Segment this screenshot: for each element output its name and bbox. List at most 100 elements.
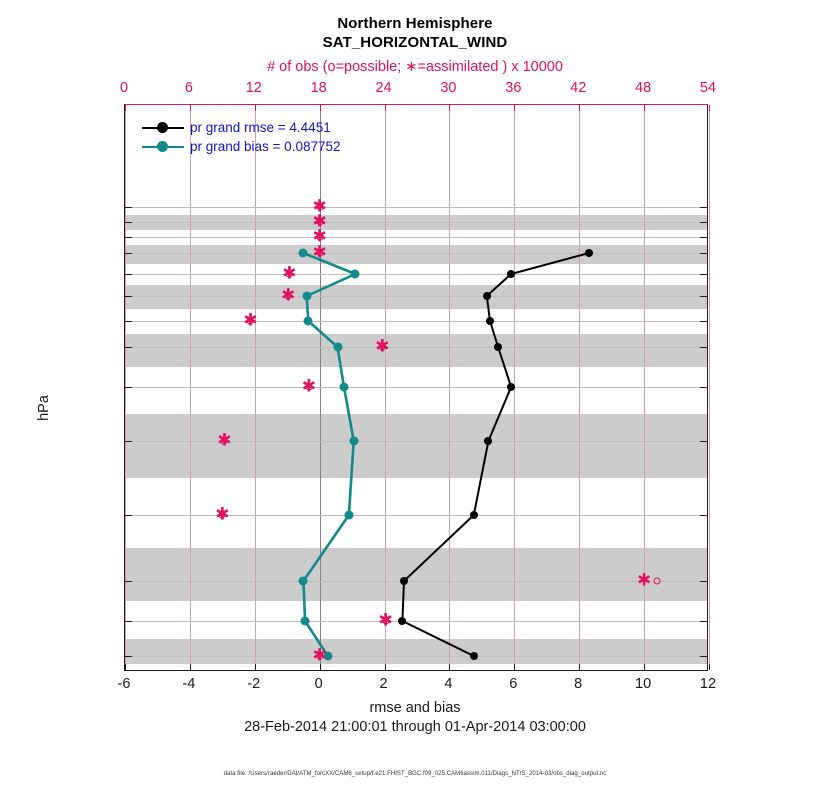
- horizontal-gridline: [125, 581, 707, 582]
- top-tick-label: 6: [184, 80, 193, 96]
- data-point: [507, 383, 516, 391]
- top-tick-label: 12: [245, 80, 262, 96]
- horizontal-gridline: [125, 222, 707, 223]
- y-axis-tick: [125, 274, 132, 275]
- level-band: [125, 638, 707, 664]
- data-point: [298, 576, 308, 586]
- data-point: [484, 437, 493, 445]
- top-axis-tick: [319, 105, 321, 111]
- pressure-level-bands: [125, 105, 707, 670]
- top-tick-label: 30: [440, 80, 457, 96]
- top-axis-tick: [514, 105, 516, 111]
- y-axis-tick: [700, 321, 707, 322]
- top-tick-label: 36: [505, 80, 522, 96]
- horizontal-gridline: [125, 656, 707, 657]
- bottom-axis-tick: [125, 664, 126, 670]
- bottom-tick-label: 2: [379, 676, 388, 692]
- data-point: [300, 616, 310, 626]
- bottom-tick-label: -6: [117, 676, 131, 692]
- data-point: [469, 652, 478, 660]
- horizontal-gridline: [125, 207, 707, 208]
- legend-swatch-bias: [142, 141, 184, 153]
- legend-item[interactable]: pr grand rmse = 4.4451: [142, 118, 341, 137]
- top-axis-tick: [189, 105, 191, 111]
- level-band: [125, 414, 707, 478]
- horizontal-gridline: [125, 441, 707, 442]
- y-axis-tick: [700, 515, 707, 516]
- data-point: [584, 249, 593, 257]
- y-axis-tick: [700, 222, 707, 223]
- y-axis-tick: [700, 296, 707, 297]
- y-axis-tick: [125, 207, 132, 208]
- series-markers: [125, 105, 707, 670]
- possible-obs-circle-icon: [653, 577, 661, 585]
- data-point: [302, 291, 312, 301]
- possible-obs-circle-icon: [316, 249, 324, 257]
- possible-obs-circle-icon: [316, 652, 324, 660]
- legend-item[interactable]: pr grand bias = 0.087752: [142, 137, 341, 156]
- y-axis-tick: [125, 515, 132, 516]
- possible-obs-circle-icon: [220, 437, 228, 445]
- y-axis-tick: [125, 387, 132, 388]
- top-axis-tick: [644, 105, 646, 111]
- bottom-tick-label: 10: [635, 676, 652, 692]
- bottom-tick-label: 12: [699, 676, 717, 692]
- bottom-axis-tick: [384, 664, 386, 670]
- x-axis-title: rmse and bias: [369, 700, 461, 716]
- horizontal-gridline: [125, 347, 707, 348]
- obs-count-markers: ✱ ✱ ✱ ✱ ✱ ✱ ✱ ✱ ✱ ✱ ✱ ✱ ✱ ✱: [125, 105, 707, 670]
- data-point: [350, 269, 360, 279]
- horizontal-gridline: [125, 387, 707, 388]
- top-tick-label: 24: [375, 80, 392, 96]
- y-axis-tick: [125, 222, 132, 223]
- y-axis-tick: [700, 656, 707, 657]
- level-band: [125, 334, 707, 367]
- legend-swatch-rmse: [142, 122, 184, 134]
- y-axis-tick: [700, 237, 707, 238]
- top-tick-label: 48: [635, 80, 652, 96]
- data-point: [469, 511, 478, 519]
- y-axis-tick: [700, 347, 707, 348]
- data-point: [482, 292, 491, 300]
- top-tick-label: 42: [570, 80, 587, 96]
- chart-title: Northern Hemisphere SAT_HORIZONTAL_WIND: [0, 14, 830, 52]
- top-axis-tick: [709, 105, 710, 111]
- possible-obs-circle-icon: [382, 617, 390, 625]
- title-line-1: Northern Hemisphere: [337, 15, 493, 32]
- possible-obs-circle-icon: [316, 233, 324, 241]
- obs-axis-label: # of obs (o=possible; ∗=assimilated ) x …: [267, 59, 563, 75]
- top-tick-label: 18: [310, 80, 327, 96]
- level-band: [125, 245, 707, 264]
- data-point: [507, 270, 516, 278]
- bottom-tick-label: 8: [574, 676, 583, 692]
- y-axis-tick: [125, 347, 132, 348]
- level-band: [125, 548, 707, 601]
- legend-label-rmse: pr grand rmse = 4.4451: [190, 120, 331, 135]
- bottom-axis-tick: [319, 664, 321, 670]
- y-axis-tick: [700, 441, 707, 442]
- top-tick-label: 0: [119, 80, 129, 96]
- horizontal-gridline: [125, 237, 707, 238]
- legend-label-bias: pr grand bias = 0.087752: [190, 139, 341, 154]
- bottom-axis-tick: [644, 664, 646, 670]
- data-point: [398, 617, 407, 625]
- y-axis-tick: [125, 321, 132, 322]
- x-axis-subtitle: 28-Feb-2014 21:00:01 through 01-Apr-2014…: [244, 719, 586, 735]
- data-file-footer: data file: /Users/raeder/DAI/ATM_forcXX/…: [223, 771, 607, 777]
- data-point: [303, 316, 313, 326]
- bottom-axis-tick: [514, 664, 516, 670]
- top-axis-tick: [125, 105, 126, 111]
- y-axis-tick: [700, 581, 707, 582]
- bottom-tick-label: -2: [247, 676, 261, 692]
- y-axis-tick: [700, 621, 707, 622]
- top-axis-tick: [579, 105, 581, 111]
- axis-ticks: [125, 105, 710, 670]
- bottom-tick-label: 6: [509, 676, 518, 692]
- y-axis-tick: [700, 207, 707, 208]
- possible-obs-circle-icon: [316, 218, 324, 226]
- horizontal-gridline: [125, 253, 707, 254]
- bottom-axis-tick: [449, 664, 451, 670]
- y-axis-tick: [125, 296, 132, 297]
- horizontal-gridline: [125, 621, 707, 622]
- bottom-axis-tick: [579, 664, 581, 670]
